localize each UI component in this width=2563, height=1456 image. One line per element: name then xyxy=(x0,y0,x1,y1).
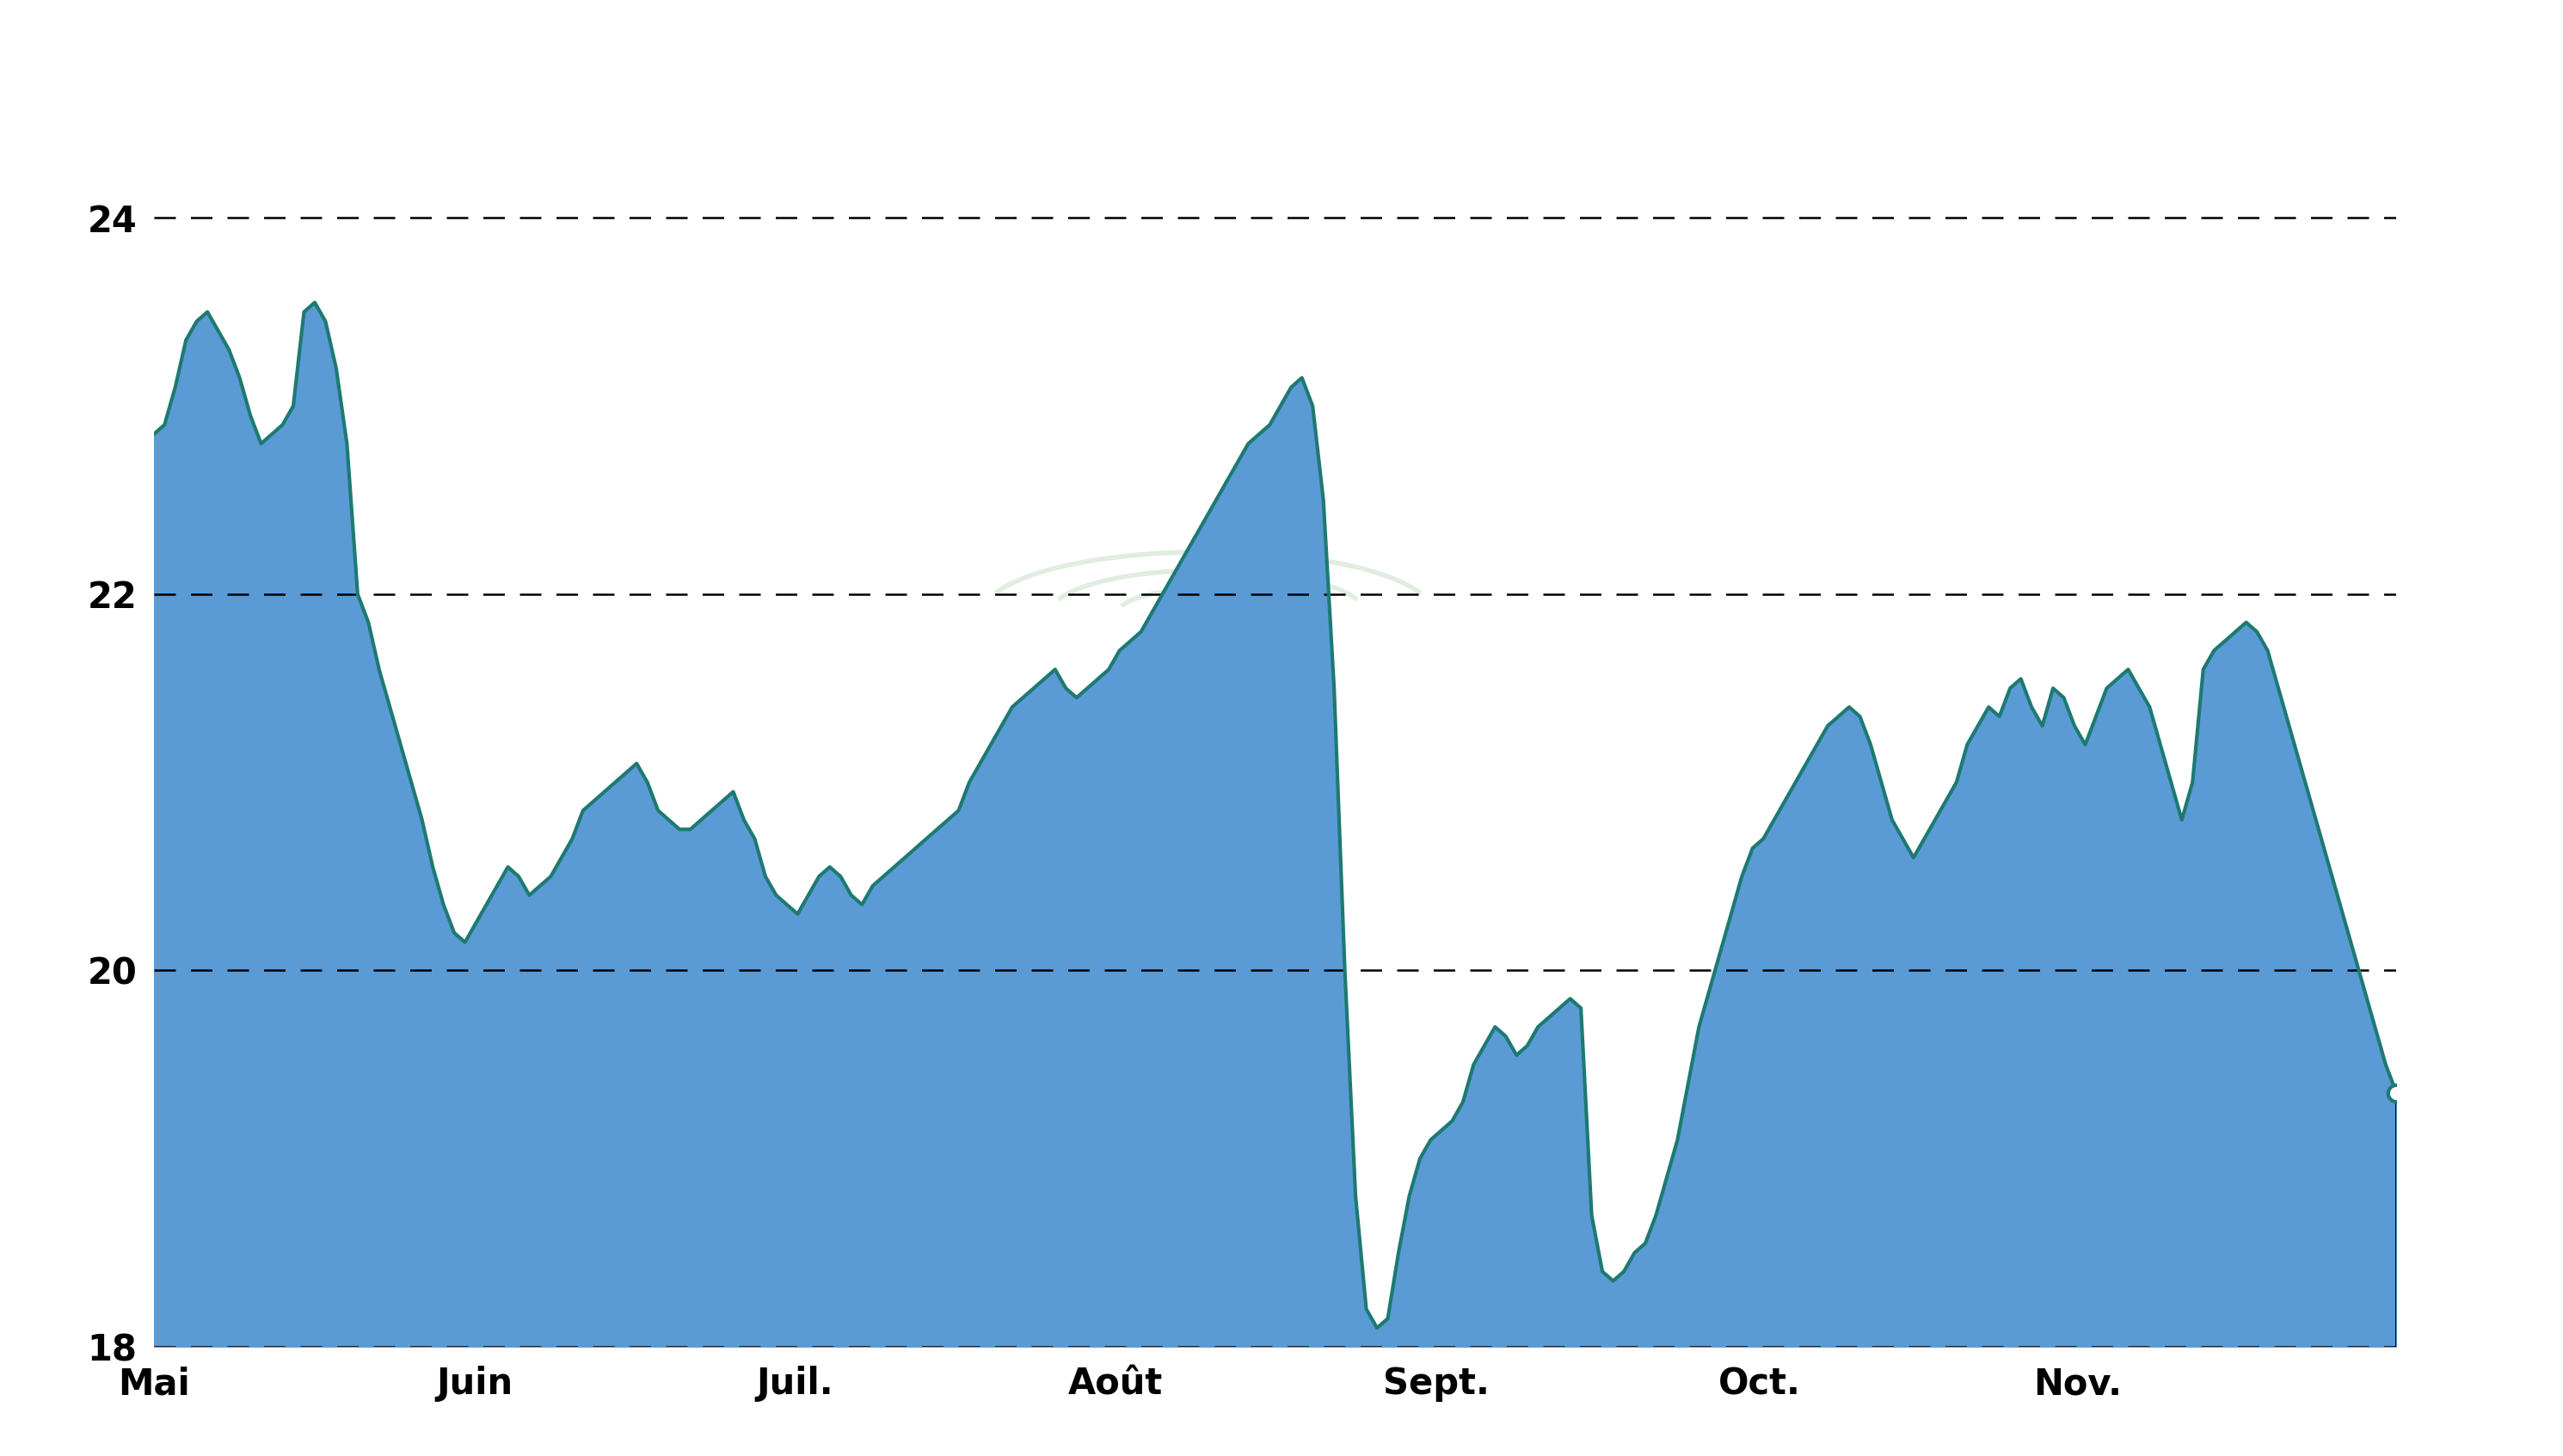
Text: ELIS: ELIS xyxy=(1197,12,1366,80)
